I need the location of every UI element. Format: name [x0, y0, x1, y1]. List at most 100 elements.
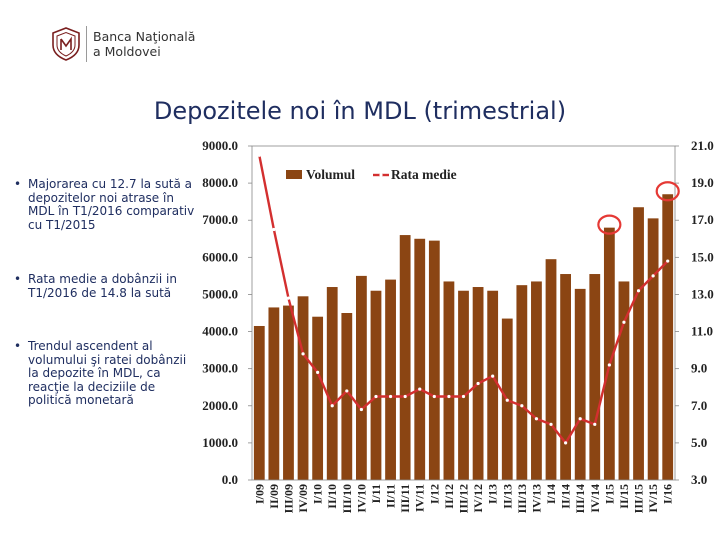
- bank-logo: Banca Naţională a Moldovei: [50, 26, 195, 62]
- bar-III-11: [399, 235, 411, 480]
- rate-point-III-10: [345, 389, 349, 393]
- bar-II-10: [326, 287, 338, 480]
- bar-I-15: [603, 227, 615, 480]
- x-tick-label: II/09: [267, 484, 281, 509]
- x-tick-label: II/10: [325, 484, 339, 509]
- x-tick-label: II/15: [617, 484, 631, 509]
- rate-point-I-13: [491, 374, 495, 378]
- bullet-dot: •: [14, 272, 22, 286]
- x-tick-label: I/12: [427, 484, 441, 504]
- x-tick-label: II/13: [500, 484, 514, 509]
- rate-point-IV-09: [301, 352, 305, 356]
- plot-frame: [251, 145, 676, 481]
- x-tick-label: III/09: [281, 484, 295, 513]
- rate-point-II-09: [272, 227, 276, 232]
- x-tick-label: II/11: [384, 484, 398, 508]
- x-tick-label: III/15: [632, 484, 646, 513]
- right-axis-tick-label: 13.0: [691, 286, 714, 301]
- bank-name: Banca Naţională a Moldovei: [93, 29, 195, 59]
- bullet-dot: •: [14, 339, 22, 353]
- rate-point-I-16: [666, 259, 670, 263]
- bank-name-line-2: a Moldovei: [93, 44, 161, 59]
- x-tick-label: III/13: [515, 484, 529, 513]
- rate-point-IV-15: [651, 274, 655, 278]
- x-tick-label: III/12: [457, 484, 471, 513]
- bar-II-15: [618, 281, 630, 480]
- x-tick-label: I/11: [369, 484, 383, 503]
- x-tick-label: II/12: [442, 484, 456, 509]
- highlight-circle-I-16: [655, 181, 680, 202]
- chart-axes: 0.0 1000.0 2000.0 3000.0 4000.0 5000.0 6000.0 7…: [202, 138, 714, 513]
- bullet-text: Majorarea cu 12.7 la sută a depozitelor …: [28, 177, 195, 232]
- highlight-circles: [597, 181, 680, 235]
- left-axis-tick-label: 7000.0: [202, 212, 238, 227]
- rate-point-II-14: [564, 441, 568, 445]
- rate-point-II-12: [447, 394, 451, 399]
- bullet-text: Rata medie a dobânzii in T1/2016 de 14.8…: [28, 272, 177, 300]
- bank-name-line-1: Banca Naţională: [93, 29, 196, 44]
- rate-point-I-11: [374, 394, 378, 399]
- bar-III-15: [633, 207, 644, 480]
- left-axis-tick-label: 1000.0: [202, 435, 238, 450]
- rate-point-III-14: [578, 417, 582, 421]
- bar-II-14: [560, 274, 572, 480]
- rate-point-II-11: [388, 394, 393, 399]
- deposits-chart: 0.0 1000.0 2000.0 3000.0 4000.0 5000.0 6000.0 7…: [202, 138, 714, 513]
- left-axis-tick-label: 9000.0: [202, 138, 238, 153]
- right-axis-tick-label: 15.0: [691, 249, 714, 264]
- rate-point-I-12: [432, 394, 436, 399]
- x-tick-label: IV/11: [413, 484, 427, 512]
- rate-point-I-09: [257, 153, 261, 157]
- right-axis-tick-label: 17.0: [691, 212, 714, 227]
- line-series-rata-medie: [257, 153, 670, 445]
- rate-point-IV-13: [534, 417, 539, 421]
- rate-point-III-12: [461, 394, 466, 399]
- right-axis-tick-label: 11.0: [691, 324, 713, 339]
- bullet-item-rate: • Rata medie a dobânzii in T1/2016 de 14…: [14, 272, 200, 300]
- x-tick-label: IV/13: [529, 484, 543, 513]
- rate-point-III-11: [403, 394, 407, 399]
- bullet-dot: •: [14, 177, 22, 191]
- bar-I-09: [253, 325, 265, 480]
- chart-legend: Volumul Rata medie: [286, 167, 457, 182]
- left-axis-tick-label: 8000.0: [202, 175, 238, 190]
- x-tick-label: I/09: [252, 484, 266, 504]
- bar-I-14: [545, 259, 557, 480]
- rate-point-IV-14: [593, 422, 597, 426]
- x-tick-label: IV/14: [588, 484, 602, 513]
- x-tick-label: IV/12: [471, 484, 485, 513]
- rate-point-II-13: [505, 398, 509, 402]
- bar-I-10: [312, 316, 324, 480]
- left-axis-tick-label: 0.0: [222, 472, 238, 487]
- x-tick-label: I/13: [486, 484, 500, 504]
- bar-I-16: [662, 194, 674, 480]
- legend-label-rata-medie: Rata medie: [391, 167, 457, 182]
- x-tick-label: I/14: [544, 484, 558, 504]
- bar-I-13: [487, 290, 499, 480]
- x-tick-label: III/14: [573, 484, 587, 513]
- bar-IV-09: [297, 296, 309, 480]
- x-tick-label: III/10: [340, 484, 354, 513]
- left-axis-tick-label: 5000.0: [202, 286, 238, 301]
- slide-title: Depozitele noi în MDL (trimestrial): [153, 97, 567, 125]
- right-axis-tick-label: 5.0: [691, 435, 707, 450]
- bar-I-12: [428, 240, 440, 480]
- rate-point-III-13: [520, 404, 524, 408]
- bar-I-11: [370, 290, 382, 480]
- bar-IV-15: [647, 218, 659, 480]
- bank-emblem-icon: [52, 27, 80, 61]
- bullet-item-trend: • Trendul ascendent al volumului şi rate…: [14, 339, 200, 408]
- left-axis-tick-label: 4000.0: [202, 324, 238, 339]
- bar-III-10: [341, 313, 353, 480]
- rate-point-IV-12: [476, 381, 480, 386]
- left-axis-tick-label: 2000.0: [202, 398, 238, 413]
- x-tick-label: IV/10: [354, 484, 368, 513]
- bar-III-14: [574, 288, 586, 480]
- bar-II-09: [268, 307, 280, 480]
- x-tick-label: I/15: [602, 484, 616, 504]
- highlight-circle-I-15: [597, 214, 622, 235]
- right-axis-tick-label: 9.0: [691, 361, 707, 376]
- bar-III-09: [283, 305, 294, 480]
- right-axis-tick-label: 7.0: [691, 398, 707, 413]
- bar-IV-10: [355, 275, 367, 480]
